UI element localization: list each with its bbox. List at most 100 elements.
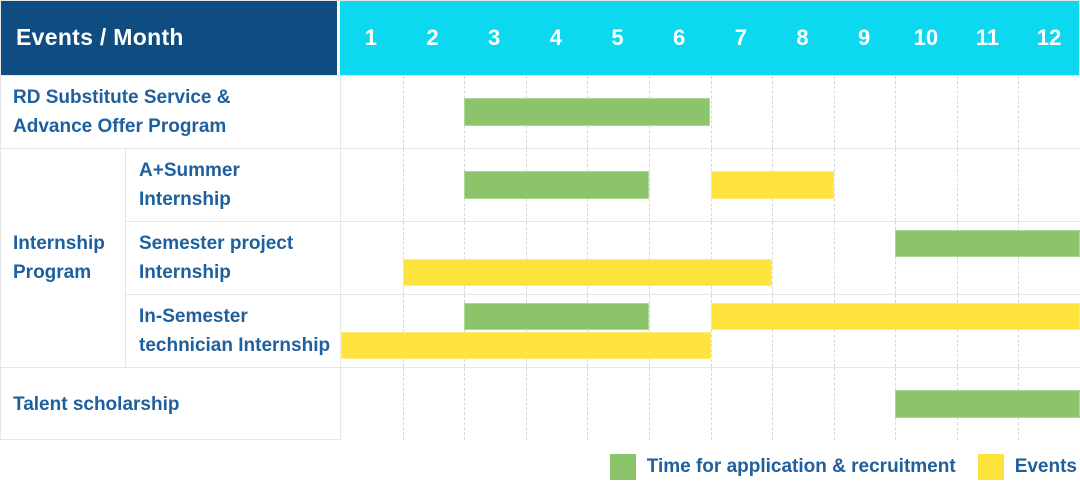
month-gridline — [956, 76, 958, 148]
month-gridline — [648, 222, 650, 294]
events-bar — [710, 171, 834, 199]
month-header-row: 1 2 3 4 5 6 7 8 9 10 11 12 — [340, 0, 1080, 75]
month-gridline — [525, 222, 527, 294]
row-label-line: A+Summer — [139, 160, 240, 181]
green-swatch-icon — [609, 454, 636, 480]
month-gridline — [464, 295, 466, 367]
month-gridline — [587, 222, 589, 294]
month-header-4: 4 — [549, 24, 562, 50]
legend-item-application-recruitment: Time for application & recruitment — [609, 454, 956, 480]
month-gridline — [402, 76, 404, 148]
gantt-lane — [341, 259, 1080, 286]
table-title: Events / Month — [16, 24, 184, 50]
month-gridline — [710, 295, 712, 367]
events-bar — [341, 332, 711, 359]
row-label-line: In-Semester — [139, 306, 248, 327]
month-gridline — [710, 76, 712, 148]
row-label-line: Talent scholarship — [13, 393, 180, 415]
group-label-internship-program: Internship Program — [0, 148, 125, 367]
gantt-lane — [341, 230, 1080, 257]
month-gridline — [402, 149, 404, 221]
month-gridline — [833, 295, 835, 367]
month-header-1: 1 — [364, 24, 377, 50]
month-header-5: 5 — [611, 24, 624, 50]
month-header-7: 7 — [734, 24, 747, 50]
gantt-row-in-semester-technician-internship — [340, 294, 1080, 367]
month-gridline — [587, 295, 589, 367]
row-label-line: Internship — [139, 262, 231, 283]
row-label-line: RD Substitute Service & — [13, 87, 231, 108]
month-gridline — [648, 295, 650, 367]
gantt-lanes — [341, 368, 1080, 440]
month-gridline — [648, 368, 650, 440]
group-label-line: Program — [13, 262, 92, 283]
row-label-talent-scholarship: Talent scholarship — [0, 367, 340, 440]
gantt-lane — [341, 332, 1080, 359]
gantt-lanes — [341, 149, 1080, 221]
yellow-swatch-icon — [977, 454, 1004, 480]
gantt-row-rd-substitute-service — [340, 75, 1080, 148]
month-gridline — [833, 149, 835, 221]
month-gridline — [772, 368, 774, 440]
gantt-lane — [341, 171, 1080, 199]
month-gridline — [772, 76, 774, 148]
month-gridline — [895, 149, 897, 221]
application-recruitment-bar — [895, 230, 1080, 257]
events-month-gantt-table: Events / Month 1 2 3 4 5 6 7 8 9 10 11 12 RD Substi… — [0, 0, 1080, 440]
month-gridline — [525, 295, 527, 367]
legend-label: Time for application & recruitment — [646, 456, 956, 477]
month-gridline — [402, 368, 404, 440]
month-gridline — [956, 222, 958, 294]
gantt-lanes — [341, 295, 1080, 367]
gantt-lanes — [341, 222, 1080, 294]
month-gridline — [1018, 149, 1020, 221]
application-recruitment-bar — [464, 171, 649, 199]
gantt-lane — [341, 390, 1080, 418]
legend-item-events: Events — [977, 454, 1077, 480]
month-gridline — [895, 76, 897, 148]
month-gridline — [402, 222, 404, 294]
group-label-line: Internship — [13, 233, 105, 254]
month-gridline — [710, 368, 712, 440]
month-header-10: 10 — [913, 24, 939, 50]
gantt-lane — [341, 303, 1080, 330]
month-gridline — [402, 295, 404, 367]
month-gridline — [710, 222, 712, 294]
legend-label: Events — [1014, 456, 1077, 477]
gantt-row-semester-project-internship — [340, 221, 1080, 294]
month-header-3: 3 — [488, 24, 501, 50]
application-recruitment-bar — [464, 303, 649, 330]
gantt-lane — [341, 98, 1080, 126]
month-gridline — [464, 368, 466, 440]
month-gridline — [956, 295, 958, 367]
row-label-line: technician Internship — [139, 335, 331, 356]
month-gridline — [772, 222, 774, 294]
month-gridline — [464, 222, 466, 294]
gantt-row-talent-scholarship — [340, 367, 1080, 440]
table-header-title-cell: Events / Month — [0, 0, 340, 75]
month-gridline — [1018, 295, 1020, 367]
legend: Time for application & recruitment Event… — [0, 440, 1080, 494]
month-gridline — [772, 295, 774, 367]
gantt-row-a-plus-summer-internship — [340, 148, 1080, 221]
month-header-11: 11 — [975, 24, 1000, 50]
events-bar — [402, 259, 773, 286]
month-gridline — [833, 222, 835, 294]
month-gridline — [1018, 76, 1020, 148]
month-header-6: 6 — [673, 24, 686, 50]
events-bar — [710, 303, 1080, 330]
month-gridline — [587, 368, 589, 440]
month-gridline — [525, 368, 527, 440]
row-label-semester-project-internship: Semester project Internship — [125, 221, 340, 294]
month-gridline — [895, 295, 897, 367]
row-label-line: Advance Offer Program — [13, 116, 227, 137]
month-gridline — [833, 76, 835, 148]
month-gridline — [895, 222, 897, 294]
month-gridline — [833, 368, 835, 440]
row-label-line: Internship — [139, 189, 231, 210]
gantt-lanes — [341, 76, 1080, 148]
application-recruitment-bar — [895, 390, 1080, 418]
row-label-in-semester-technician-internship: In-Semester technician Internship — [125, 294, 340, 367]
month-header-8: 8 — [796, 24, 809, 50]
